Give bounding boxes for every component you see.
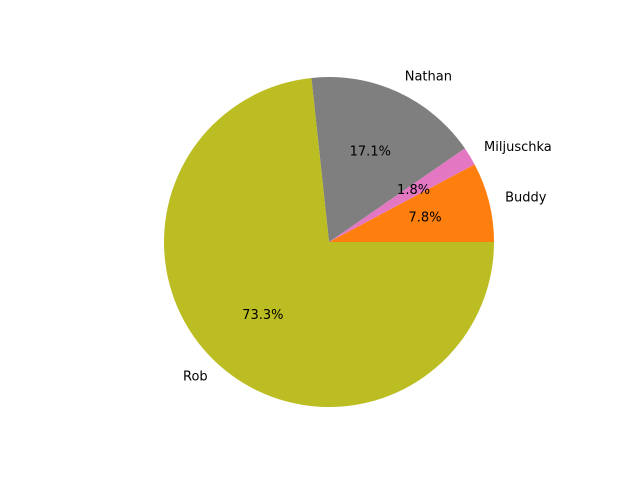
pie-slice-rob (164, 77, 495, 407)
pie-slice-nathan (311, 77, 465, 242)
pie-slice-labels: Buddy Miljuschka Nathan Rob (183, 70, 552, 385)
pie-slices (164, 77, 495, 407)
pie-percent-label-miljuschka: 1.8% (397, 183, 430, 198)
pie-percent-label-rob: 73.3% (242, 308, 283, 323)
pie-slice-label-buddy: Buddy (505, 190, 547, 205)
pie-slice-label-nathan: Nathan (405, 70, 452, 85)
pie-slice-buddy (329, 164, 494, 242)
pie-slice-label-rob: Rob (183, 370, 208, 385)
pie-percent-label-nathan: 17.1% (350, 145, 391, 160)
pie-slice-miljuschka (329, 148, 475, 242)
pie-slice-label-miljuschka: Miljuschka (484, 140, 552, 155)
pie-percent-labels: 7.8% 1.8% 17.1% 73.3% (242, 145, 441, 324)
pie-percent-label-buddy: 7.8% (409, 210, 442, 225)
